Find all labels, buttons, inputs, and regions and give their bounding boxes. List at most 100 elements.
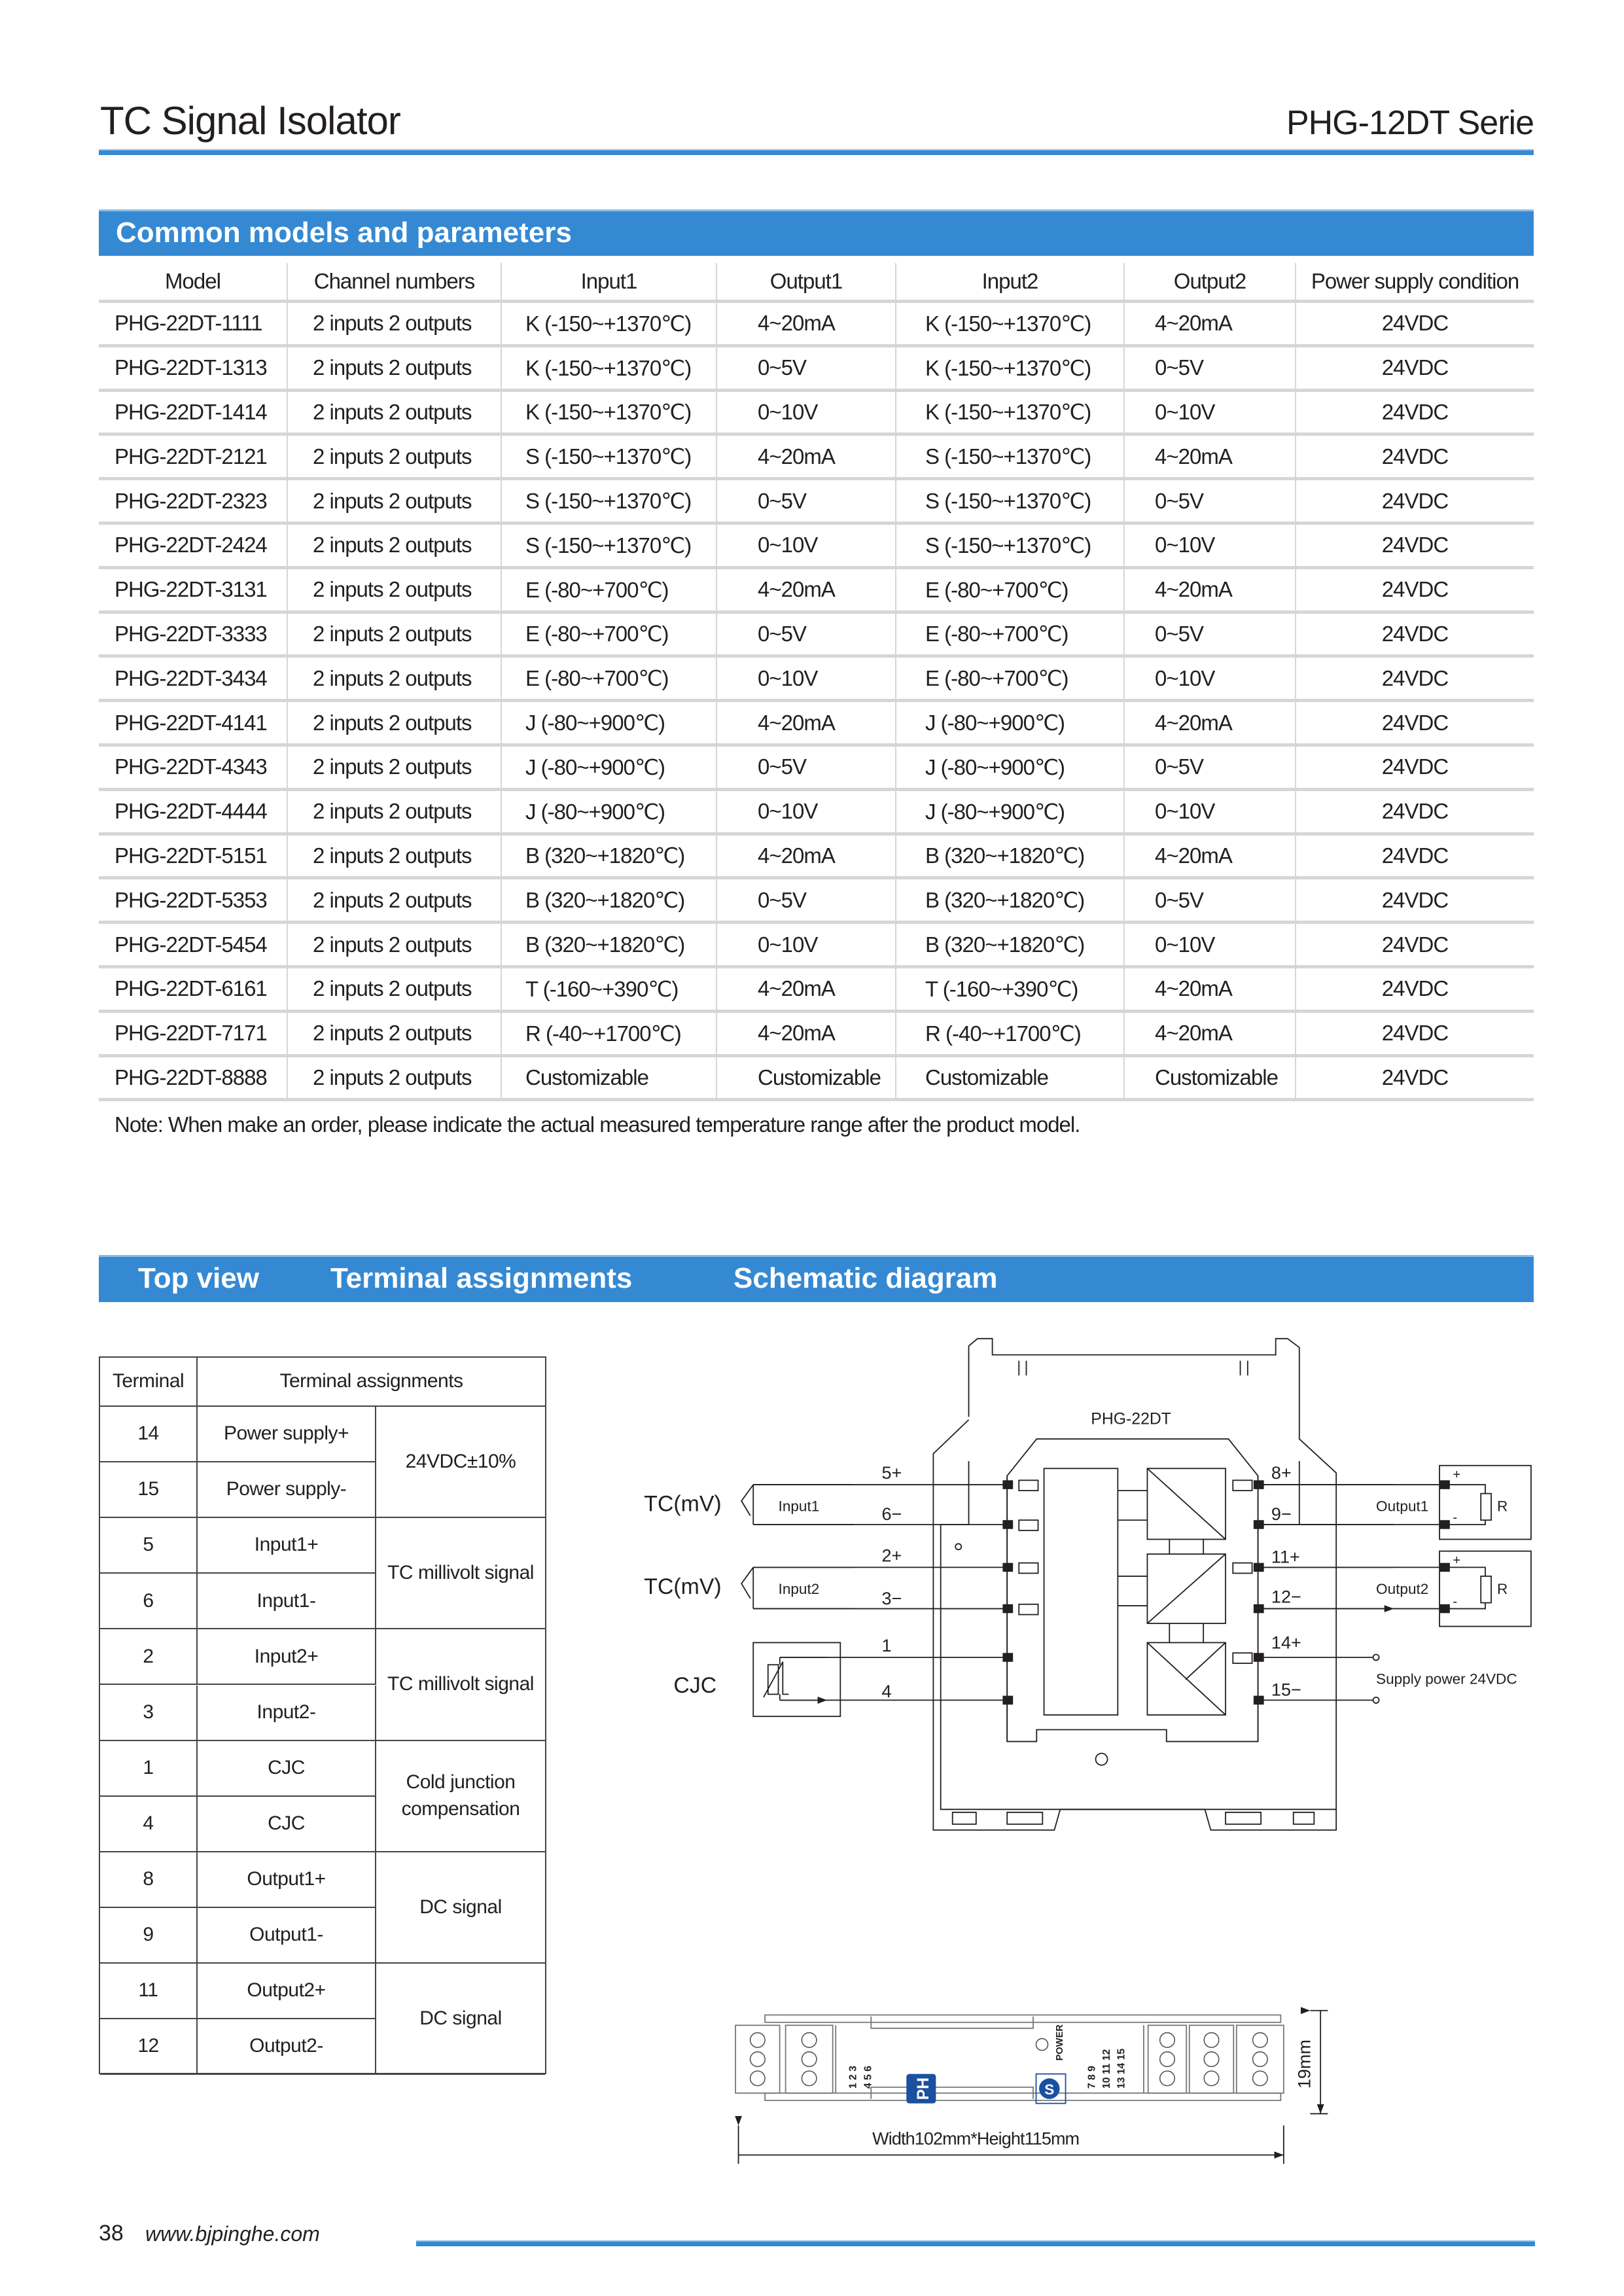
table-cell: 0~10V	[1125, 924, 1296, 965]
table-cell: 2 inputs 2 outputs	[288, 391, 502, 433]
table-cell: 2 inputs 2 outputs	[288, 835, 502, 877]
table-cell: S (-150~+1370℃)	[502, 524, 717, 566]
table-cell: K (-150~+1370℃)	[896, 303, 1125, 344]
table-cell: 24VDC	[1381, 444, 1449, 468]
footer-rule	[416, 2240, 1535, 2246]
table-cell: 2 inputs 2 outputs	[288, 702, 502, 743]
terminal-column-header: Terminal	[100, 1358, 198, 1407]
table-cell: 24VDC	[1381, 976, 1449, 1001]
table-cell: 4~20mA	[717, 835, 896, 877]
table-cell: 24VDC	[1381, 311, 1449, 336]
table-cell: 0~5V	[1125, 347, 1296, 389]
table-cell: 24VDC	[1381, 533, 1449, 557]
table-cell: PHG-22DT-3131	[99, 569, 288, 610]
table-cell: 0~10V	[1125, 790, 1296, 832]
table-cell: PHG-22DT-5454	[99, 924, 288, 965]
pin-label: 11+	[1271, 1547, 1300, 1567]
terminal-number: 12	[100, 2019, 198, 2075]
order-note: Note: When make an order, please indicat…	[115, 1112, 1080, 1137]
table-cell: 24VDC	[1381, 665, 1449, 690]
table-cell: 0~5V	[717, 480, 896, 521]
header-rule	[99, 149, 1534, 155]
table-cell: PHG-22DT-6161	[99, 968, 288, 1010]
terminal-number: 9	[100, 1907, 198, 1964]
table-cell: 4~20mA	[717, 968, 896, 1010]
assignment-column-header: Terminal assignments	[198, 1358, 545, 1407]
table-row: PHG-22DT-1313 2 inputs 2 outputs K (-150~+…	[99, 347, 1534, 392]
pin-label: 8+	[1271, 1463, 1292, 1483]
table-cell: 0~5V	[717, 347, 896, 389]
table-cell: 4~20mA	[1125, 1012, 1296, 1054]
table-cell: S (-150~+1370℃)	[502, 480, 717, 521]
top-view-drawing: 1 2 3 4 5 6 7 8 9 10 11 12 13 14 15 POWE…	[723, 2000, 1343, 2170]
table-cell: 0~10V	[717, 924, 896, 965]
table-cell: T (-160~+390℃)	[896, 968, 1125, 1010]
website-link[interactable]: www.bjpinghe.com	[145, 2222, 320, 2246]
table-cell: 24VDC	[1381, 1021, 1449, 1046]
column-header: Model	[99, 263, 288, 300]
table-cell: PHG-22DT-2323	[99, 480, 288, 521]
terminal-numbers: 4 5 6	[862, 2066, 874, 2089]
table-row: PHG-22DT-6161 2 inputs 2 outputs T (-160~+…	[99, 968, 1534, 1013]
column-header: Channel numbers	[288, 263, 502, 300]
table-row: PHG-22DT-3434 2 inputs 2 outputs E (-80~+7…	[99, 658, 1534, 703]
table-cell: 2 inputs 2 outputs	[288, 790, 502, 832]
table-cell: E (-80~+700℃)	[896, 569, 1125, 610]
terminal-group-description: Cold junction compensation	[376, 1741, 545, 1852]
right-pin-labels: 8+ 9− 11+ 12− 14+ 15−	[1271, 1463, 1301, 1700]
column-header: Output1	[717, 263, 896, 300]
table-cell: PHG-22DT-5151	[99, 835, 288, 877]
schematic-title: Schematic diagram	[733, 1262, 998, 1294]
table-cell: 2 inputs 2 outputs	[288, 524, 502, 566]
table-row: PHG-22DT-8888 2 inputs 2 outputs Customiza…	[99, 1057, 1534, 1102]
table-cell: 0~5V	[1125, 879, 1296, 921]
resistor2-label: R	[1497, 1581, 1508, 1597]
terminal-number: 1	[100, 1740, 198, 1797]
table-cell: 24VDC	[1381, 887, 1449, 912]
pin-label: 14+	[1271, 1633, 1301, 1652]
table-cell: PHG-22DT-3333	[99, 613, 288, 655]
table-cell: E (-80~+700℃)	[502, 658, 717, 699]
table-cell: 24VDC	[1381, 799, 1449, 824]
table-cell: 0~5V	[1125, 480, 1296, 521]
table-cell: E (-80~+700℃)	[502, 569, 717, 610]
table-cell: K (-150~+1370℃)	[896, 347, 1125, 389]
table-cell: 24VDC	[1381, 577, 1449, 602]
table-row: PHG-22DT-2121 2 inputs 2 outputs S (-150~+…	[99, 436, 1534, 481]
table-row: PHG-22DT-1414 2 inputs 2 outputs K (-150~+…	[99, 391, 1534, 436]
table-row: PHG-22DT-4141 2 inputs 2 outputs J (-80~+9…	[99, 702, 1534, 747]
table-cell: 4~20mA	[717, 1012, 896, 1054]
table-cell: K (-150~+1370℃)	[502, 391, 717, 433]
table-row: PHG-22DT-2323 2 inputs 2 outputs S (-150~+…	[99, 480, 1534, 525]
table-cell: PHG-22DT-4444	[99, 790, 288, 832]
table-cell: Customizable	[717, 1057, 896, 1099]
terminal-assignment: Input2-	[198, 1685, 376, 1741]
table-cell: E (-80~+700℃)	[896, 613, 1125, 655]
terminal-group-description: TC millivolt signal	[376, 1518, 545, 1630]
table-cell: 4~20mA	[1125, 835, 1296, 877]
terminal-assignment: Input2+	[198, 1629, 376, 1686]
terminal-numbers: 1 2 3	[848, 2066, 859, 2089]
table-cell: 4~20mA	[1125, 702, 1296, 743]
table-cell: 4~20mA	[1125, 569, 1296, 610]
terminal-assignment: Input1-	[198, 1574, 376, 1630]
terminal-assignment: Output2+	[198, 1964, 376, 2020]
supply-label: Supply power 24VDC	[1376, 1671, 1517, 1687]
resistor1-label: R	[1497, 1498, 1508, 1515]
models-section-bar: Common models and parameters	[99, 209, 1534, 256]
table-cell: 24VDC	[1381, 355, 1449, 380]
table-row: PHG-22DT-5454 2 inputs 2 outputs B (320~+1…	[99, 924, 1534, 968]
table-cell: J (-80~+900℃)	[896, 790, 1125, 832]
table-cell: 24VDC	[1381, 1065, 1449, 1089]
output1-plus: +	[1453, 1468, 1460, 1482]
left-pin-labels: 5+ 6− 2+ 3− 1 4	[881, 1463, 902, 1701]
table-row: PHG-22DT-4343 2 inputs 2 outputs J (-80~+9…	[99, 746, 1534, 791]
table-cell: K (-150~+1370℃)	[502, 347, 717, 389]
tc1-label: TC(mV)	[644, 1492, 721, 1517]
table-cell: 2 inputs 2 outputs	[288, 436, 502, 478]
table-cell: K (-150~+1370℃)	[896, 391, 1125, 433]
certification-logo: S	[1035, 2073, 1067, 2104]
models-section-title: Common models and parameters	[116, 217, 572, 249]
table-cell: 24VDC	[1381, 843, 1449, 868]
table-cell: T (-160~+390℃)	[502, 968, 717, 1010]
